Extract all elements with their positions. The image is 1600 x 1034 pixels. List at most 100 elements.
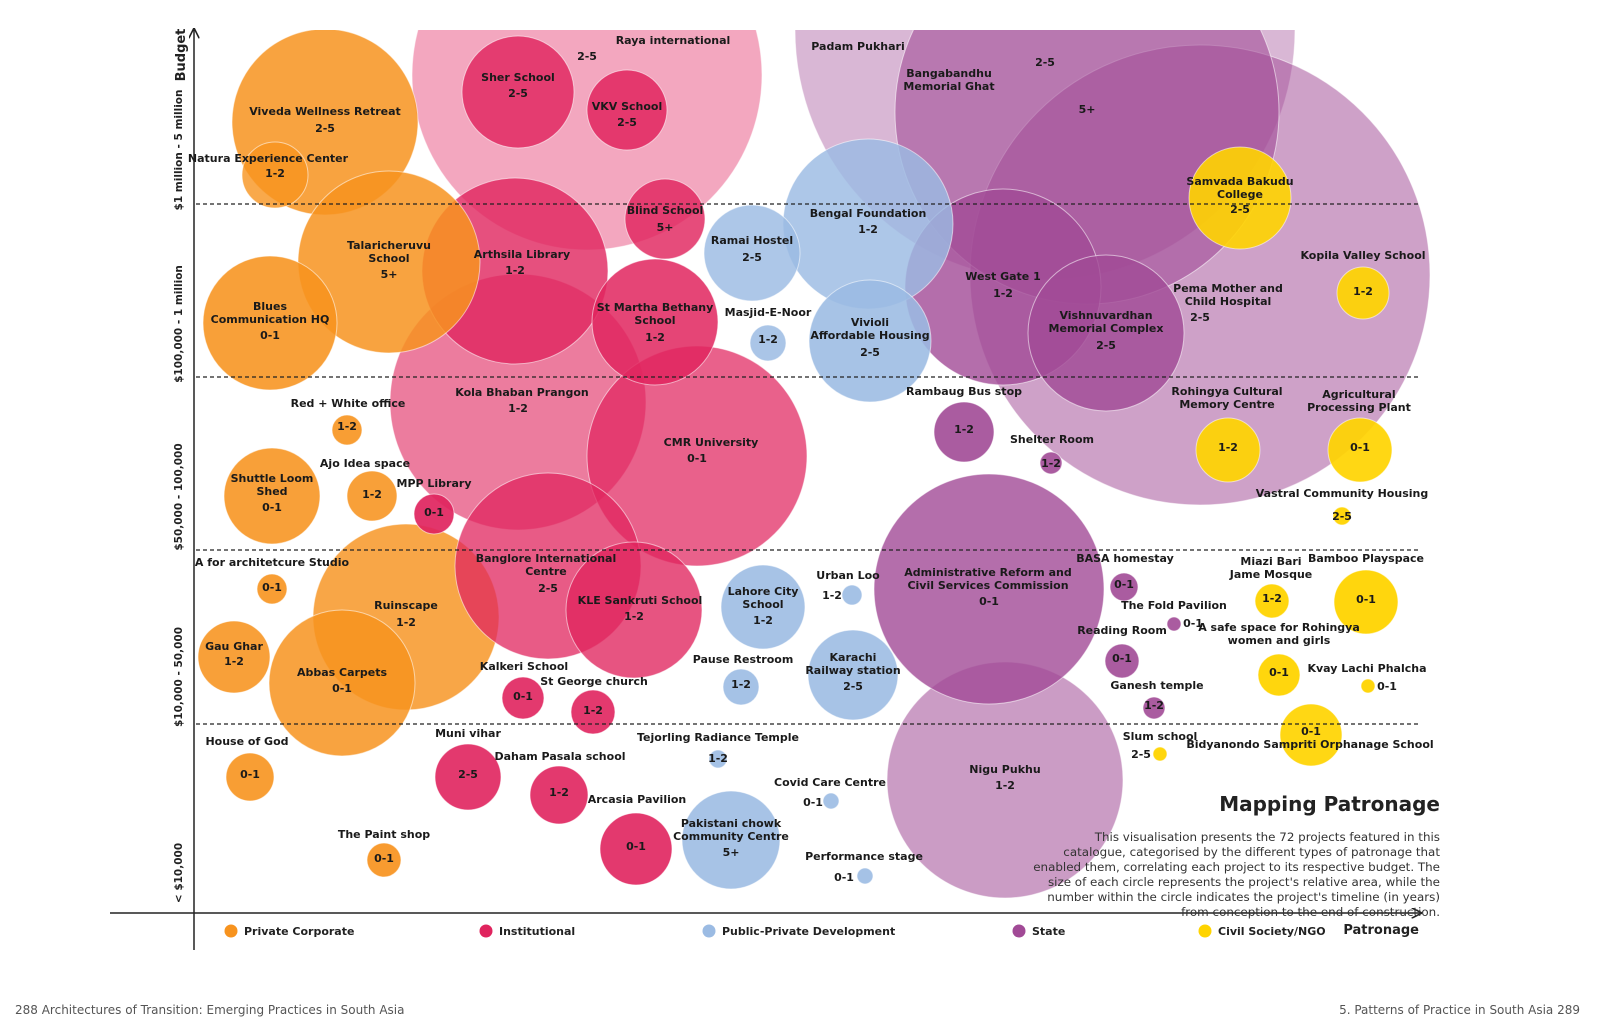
bubble-timeline-label: 1-2 <box>993 287 1013 300</box>
bubble-name-label: A safe space for Rohingya <box>1198 621 1360 634</box>
legend-label-private-corporate: Private Corporate <box>244 925 354 938</box>
bubble-shelter-room <box>1039 451 1063 475</box>
bubble-slum-school <box>1152 746 1168 762</box>
bubble-timeline-label: 0-1 <box>834 871 854 884</box>
bubble-timeline-label: 1-2 <box>337 420 357 433</box>
bubble-name-label: Red + White office <box>291 397 406 410</box>
bubble-timeline-label: 2-5 <box>1096 339 1116 352</box>
bubble-timeline-label: 2-5 <box>742 251 762 264</box>
bubble-name-label: Kvay Lachi Phalcha <box>1307 662 1426 675</box>
bubble-name-label: Karachi <box>830 651 877 664</box>
bubble-name-label: Performance stage <box>805 850 923 863</box>
bubble-karachi-railway-station <box>807 629 899 721</box>
bubble-name-label: Miazi Bari <box>1240 555 1301 568</box>
bubble-blues-communication-hq <box>202 255 338 391</box>
bubble-name-label: Abbas Carpets <box>297 666 388 679</box>
bubble-timeline-label: 1-2 <box>1144 699 1164 712</box>
bubble-timeline-label: 2-5 <box>577 50 597 63</box>
bubble-name-label: Memorial Ghat <box>903 80 994 93</box>
bubble-name-label: Samvada Bakudu <box>1186 175 1293 188</box>
bubble-timeline-label: 0-1 <box>1350 441 1370 454</box>
bubble-name-label: Padam Pukhari <box>811 40 904 53</box>
legend-swatch-state <box>1012 924 1026 938</box>
bubble-timeline-label: 1-2 <box>1353 285 1373 298</box>
bubble-timeline-label: 1-2 <box>224 655 244 668</box>
legend-label-institutional: Institutional <box>499 925 575 938</box>
chart-title: Mapping Patronage <box>1219 792 1440 816</box>
bubble-name-label: Community Centre <box>673 830 789 843</box>
bubble-timeline-label: 1-2 <box>549 786 569 799</box>
bubble-name-label: Agricultural <box>1322 388 1395 401</box>
bubble-gau-ghar <box>197 620 271 694</box>
bubble-timeline-label: 1-2 <box>645 331 665 344</box>
legend-swatch-institutional <box>479 924 493 938</box>
bubble-kopila-valley-school <box>1336 266 1390 320</box>
bubble-timeline-label: 2-5 <box>1332 510 1352 523</box>
bubble-bamboo-playspace <box>1333 569 1399 635</box>
bubble-timeline-label: 1-2 <box>583 704 603 717</box>
bubble-name-label: CMR University <box>664 436 759 449</box>
bubble-timeline-label: 2-5 <box>1190 311 1210 324</box>
bubble-name-label: Lahore City <box>728 585 799 598</box>
bubble-timeline-label: 1-2 <box>954 423 974 436</box>
bubble-timeline-label: 1-2 <box>265 167 285 180</box>
bubble-name-label: Blues <box>253 300 287 313</box>
bubble-name-label: Blind School <box>627 204 704 217</box>
bubble-rohingya-cultural-memory-centre <box>1195 417 1261 483</box>
legend-swatch-civil-society-ngo <box>1198 924 1212 938</box>
bubble-name-label: St Martha Bethany <box>597 301 714 314</box>
bubble-tejorling-radiance-temple <box>708 749 728 769</box>
bubble-name-label: Covid Care Centre <box>774 776 886 789</box>
bubble-name-label: Centre <box>525 565 567 578</box>
bubble-name-label: Bengal Foundation <box>810 207 927 220</box>
bubble-name-label: Civil Services Commission <box>907 579 1068 592</box>
bubble-name-label: VKV School <box>592 100 663 113</box>
bubble-ajo-idea-space <box>346 470 398 522</box>
bubble-name-label: Nigu Pukhu <box>969 763 1040 776</box>
bubble-vkv-school <box>586 69 668 151</box>
bubble-masjid-e-noor <box>749 324 787 362</box>
bubble-name-label: Muni vihar <box>435 727 501 740</box>
bubble-name-label: A for architetcure Studio <box>195 556 350 569</box>
bubble-mpp-library <box>413 493 455 535</box>
y-tick-label: $1 million - 5 million <box>173 90 185 211</box>
bubble-timeline-label: 0-1 <box>1377 680 1397 693</box>
bubble-timeline-label: 1-2 <box>1041 457 1061 470</box>
bubble-timeline-label: 0-1 <box>262 501 282 514</box>
bubble-name-label: Memorial Complex <box>1049 322 1164 335</box>
y-tick-label: $10,000 - 50,000 <box>173 627 185 727</box>
y-tick-label: $100,000 - 1 million <box>173 265 185 383</box>
title-block: Mapping Patronage This visualisation pre… <box>1030 792 1440 920</box>
bubble-timeline-label: 2-5 <box>1131 748 1151 761</box>
bubble-timeline-label: 0-1 <box>1356 593 1376 606</box>
bubble-timeline-label: 1-2 <box>508 402 528 415</box>
bubble-timeline-label: 1-2 <box>995 779 1015 792</box>
bubble-name-label: School <box>742 598 783 611</box>
bubble-timeline-label: 2-5 <box>508 87 528 100</box>
bubble-name-label: Pause Restroom <box>693 653 794 666</box>
bubble-lahore-city-school <box>720 564 806 650</box>
bubble-name-label: College <box>1217 188 1263 201</box>
bubble-timeline-label: 1-2 <box>624 610 644 623</box>
bubble-timeline-label: 0-1 <box>1183 617 1203 630</box>
bubble-name-label: Vivioli <box>851 316 889 329</box>
bubble-timeline-label: 1-2 <box>1218 441 1238 454</box>
bubble-timeline-label: 0-1 <box>1269 666 1289 679</box>
bubble-name-label: The Fold Pavilion <box>1121 599 1227 612</box>
bubble-name-label: Jame Mosque <box>1229 568 1312 581</box>
bubble-timeline-label: 2-5 <box>1230 203 1250 216</box>
bubble-timeline-label: 1-2 <box>822 589 842 602</box>
bubble-name-label: Administrative Reform and <box>904 566 1071 579</box>
bubble-name-label: Slum school <box>1123 730 1198 743</box>
bubble-name-label: Ramai Hostel <box>711 234 793 247</box>
bubble-name-label: Daham Pasala school <box>494 750 625 763</box>
bubble-red-white-office <box>331 414 363 446</box>
bubble-muni-vihar <box>434 743 502 811</box>
bubble-name-label: Ajo Idea space <box>320 457 410 470</box>
bubble-timeline-label: 0-1 <box>1114 578 1134 591</box>
bubble-house-of-god <box>225 752 275 802</box>
legend-swatch-private-corporate <box>224 924 238 938</box>
bubble-timeline-label: 0-1 <box>687 452 707 465</box>
bubble-name-label: KLE Sankruti School <box>578 594 703 607</box>
bubble-name-label: Communication HQ <box>211 313 330 326</box>
